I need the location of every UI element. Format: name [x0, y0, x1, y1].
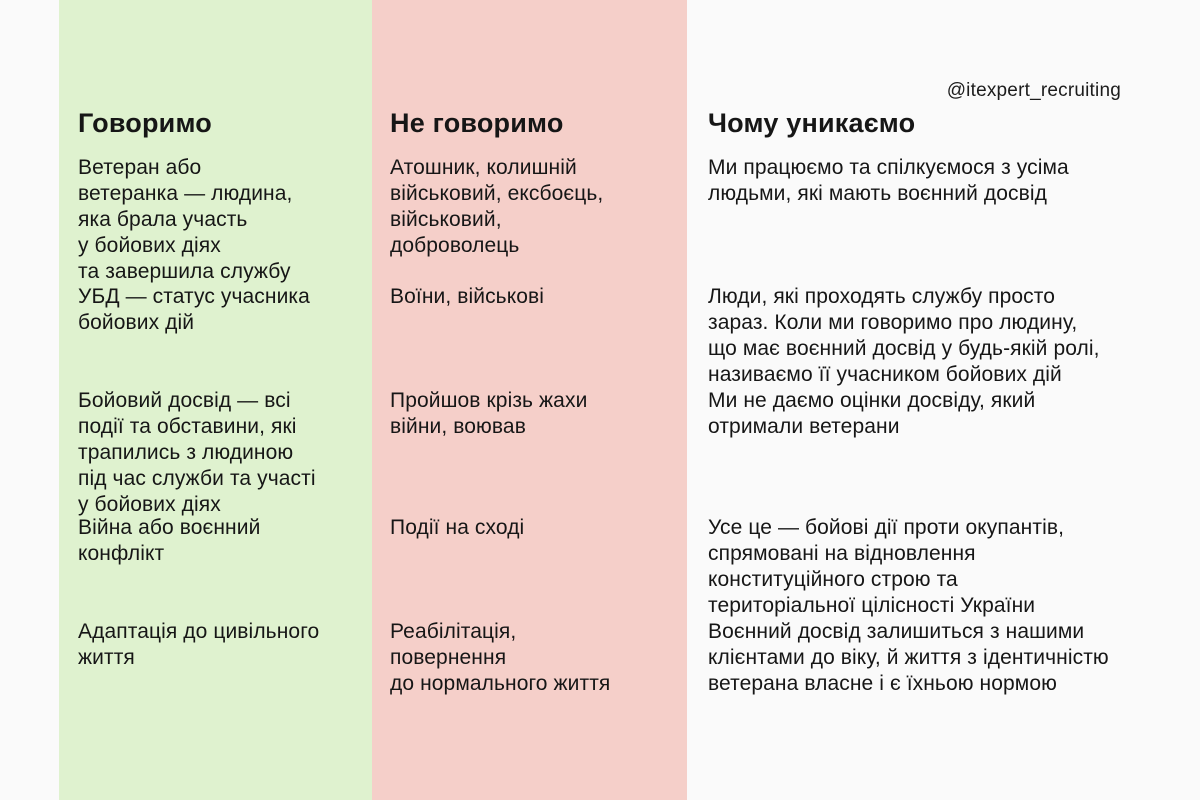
dont-say-item-horrors: Пройшов крізь жахи війни, воював	[390, 389, 588, 438]
dont-say-item-atoshnyk: Атошник, колишній військовий, ексбоєць, …	[390, 156, 604, 257]
say-item-adaptation: Адаптація до цивільного життя	[78, 620, 320, 669]
dont-say-item-warriors: Воїни, військові	[390, 285, 545, 308]
dont-say-item-events-east: Події на сході	[390, 516, 525, 539]
say-item-war: Війна або воєнний конфлікт	[78, 516, 261, 565]
dont-say-column-header: Не говоримо	[390, 108, 564, 138]
why-item-serving-now: Люди, які проходять службу просто зараз.…	[708, 285, 1100, 386]
why-item-work-with-all: Ми працюємо та спілкуємося з усіма людьм…	[708, 156, 1069, 205]
why-avoid-column-header: Чому уникаємо	[708, 108, 916, 138]
dont-say-item-rehabilitation: Реабілітація, повернення до нормального …	[390, 620, 611, 695]
say-item-combat-experience: Бойовий досвід — всі події та обставини,…	[78, 389, 316, 516]
say-column-header: Говоримо	[78, 108, 212, 138]
why-item-experience-stays: Воєнний досвід залишиться з нашими клієн…	[708, 620, 1109, 695]
say-item-veteran: Ветеран або ветеранка — людина, яка брал…	[78, 156, 293, 283]
dont-say-column-background	[372, 0, 687, 800]
say-column-background	[59, 0, 372, 800]
why-item-combat-actions: Усе це — бойові дії проти окупантів, спр…	[708, 516, 1065, 617]
why-item-no-judgement: Ми не даємо оцінки досвіду, який отримал…	[708, 389, 1036, 438]
say-item-ubd: УБД — статус учасника бойових дій	[78, 285, 310, 334]
instagram-handle: @itexpert_recruiting	[946, 80, 1121, 101]
